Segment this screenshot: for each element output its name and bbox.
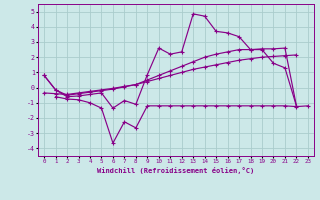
X-axis label: Windchill (Refroidissement éolien,°C): Windchill (Refroidissement éolien,°C)	[97, 167, 255, 174]
